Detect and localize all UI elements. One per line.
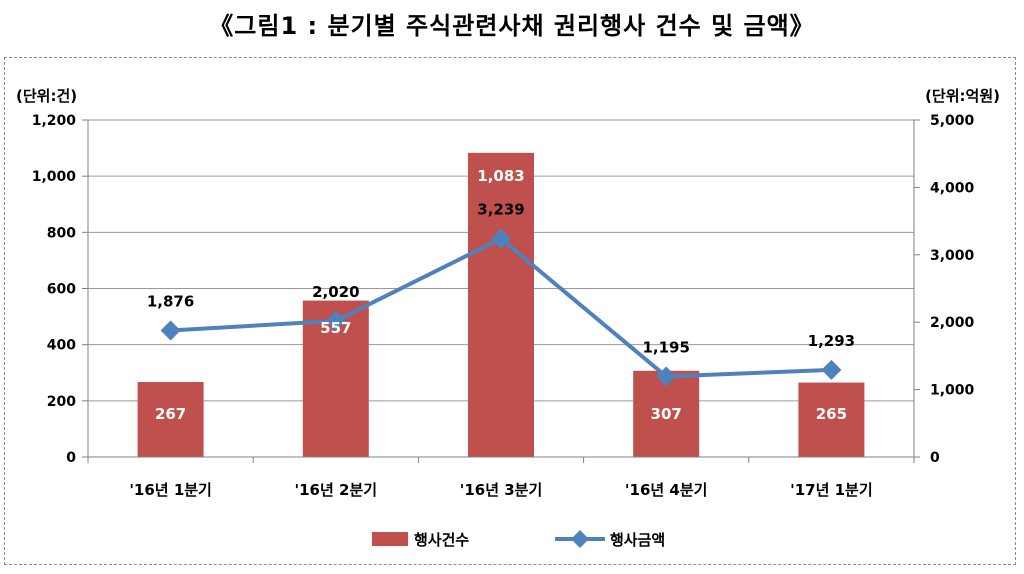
line-value-label: 1,293 bbox=[808, 332, 855, 350]
line-value-label: 2,020 bbox=[312, 283, 359, 301]
x-axis-tick-label: '17년 1분기 bbox=[790, 481, 873, 499]
bar-value-label: 307 bbox=[651, 405, 682, 423]
left-axis-tick-label: 1,200 bbox=[32, 113, 77, 129]
chart-title: 《그림1 : 분기별 주식관련사채 권리행사 건수 및 금액》 bbox=[209, 12, 815, 40]
left-axis-tick-label: 600 bbox=[47, 282, 76, 298]
line-value-label: 1,876 bbox=[147, 293, 194, 311]
bar bbox=[137, 382, 204, 457]
legend-bar-swatch bbox=[372, 532, 408, 546]
line-marker bbox=[325, 310, 346, 331]
left-axis-tick-label: 400 bbox=[47, 338, 76, 354]
left-axis-tick-label: 200 bbox=[47, 394, 76, 410]
legend-line-label: 행사금액 bbox=[610, 531, 665, 549]
x-axis-tick-label: '16년 4분기 bbox=[625, 481, 708, 499]
chart-frame bbox=[4, 57, 1016, 565]
line-value-label: 3,239 bbox=[477, 201, 524, 219]
bar-value-label: 557 bbox=[320, 319, 351, 337]
axes: 0 200 400 600 800 1,000 1,200 0 1,000 2,000 3,000 4… bbox=[32, 113, 975, 499]
legend-line-marker bbox=[571, 530, 589, 548]
legend: 행사건수 행사금액 bbox=[372, 530, 665, 549]
x-axis-tick-label: '16년 2분기 bbox=[295, 481, 378, 499]
line-marker bbox=[160, 320, 181, 341]
left-axis-tick-label: 1,000 bbox=[32, 169, 77, 185]
right-axis-tick-label: 3,000 bbox=[930, 248, 975, 264]
line-marker bbox=[491, 228, 511, 249]
line-marker bbox=[656, 366, 677, 387]
left-axis-tick-label: 0 bbox=[66, 450, 76, 466]
line-marker bbox=[821, 359, 842, 380]
right-axis-tick-label: 5,000 bbox=[930, 113, 975, 129]
bar bbox=[468, 152, 534, 458]
x-axis-tick-label: '16년 3분기 bbox=[460, 481, 543, 499]
bar-value-label: 267 bbox=[155, 405, 186, 423]
right-axis-tick-label: 1,000 bbox=[930, 383, 975, 399]
bar-value-label: 265 bbox=[816, 405, 847, 423]
legend-bar-label: 행사건수 bbox=[414, 531, 469, 549]
x-axis-tick-label: '16년 1분기 bbox=[129, 481, 212, 499]
bar-value-label: 1,083 bbox=[477, 167, 524, 185]
bar bbox=[798, 382, 865, 457]
right-axis-tick-label: 2,000 bbox=[930, 315, 975, 331]
right-axis-tick-label: 0 bbox=[930, 450, 940, 466]
line-value-label: 1,195 bbox=[642, 338, 689, 356]
line-series bbox=[160, 228, 842, 387]
right-axis-tick-label: 4,000 bbox=[930, 180, 975, 196]
right-axis-unit-label: (단위:억원) bbox=[925, 87, 1000, 105]
left-axis-unit-label: (단위:건) bbox=[16, 87, 77, 105]
left-axis-tick-label: 800 bbox=[47, 225, 76, 241]
bar-series bbox=[137, 152, 865, 458]
data-labels: 267 557 1,083 307 265 1,876 2,020 3,239 1,195 1,2… bbox=[147, 167, 855, 423]
